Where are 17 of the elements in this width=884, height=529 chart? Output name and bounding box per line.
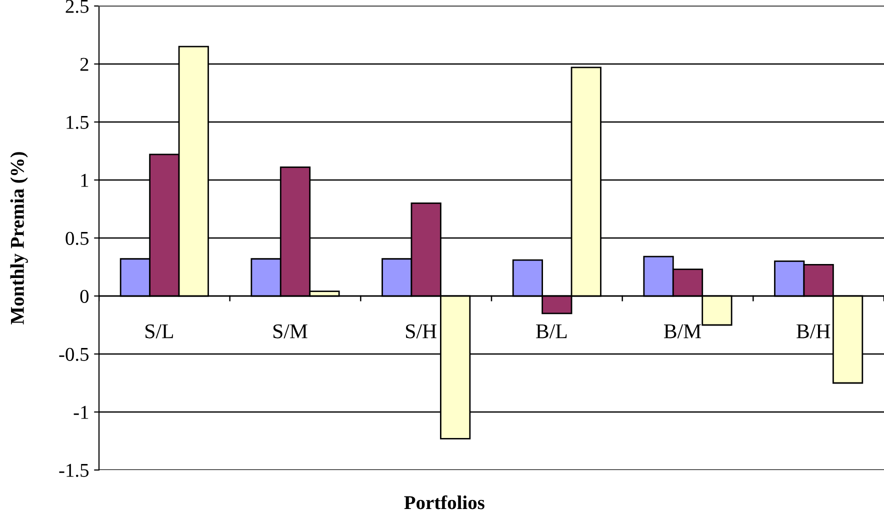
y-tick-label: -1 xyxy=(74,406,88,419)
x-axis-title: Portfolios xyxy=(404,495,484,510)
y-axis-title: Monthly Premia (%) xyxy=(10,152,28,324)
x-tick-label: S/H xyxy=(406,324,436,338)
x-tick-label: B/M xyxy=(664,324,702,338)
y-tick-label: 2 xyxy=(80,58,88,71)
y-tick-label: -1.5 xyxy=(59,464,89,478)
y-tick-label: 1 xyxy=(81,174,88,187)
y-tick-label: 1.5 xyxy=(66,116,89,130)
x-tick-label: B/L xyxy=(536,324,567,338)
y-tick-label: 0.5 xyxy=(66,232,89,246)
x-tick-label: S/M xyxy=(273,324,308,338)
x-tick-label: S/L xyxy=(146,324,173,338)
y-tick-label: 0 xyxy=(80,290,89,303)
y-tick-label: -0.5 xyxy=(59,348,89,362)
x-tick-label: B/H xyxy=(796,324,830,338)
y-tick-label: 2.5 xyxy=(66,0,89,14)
